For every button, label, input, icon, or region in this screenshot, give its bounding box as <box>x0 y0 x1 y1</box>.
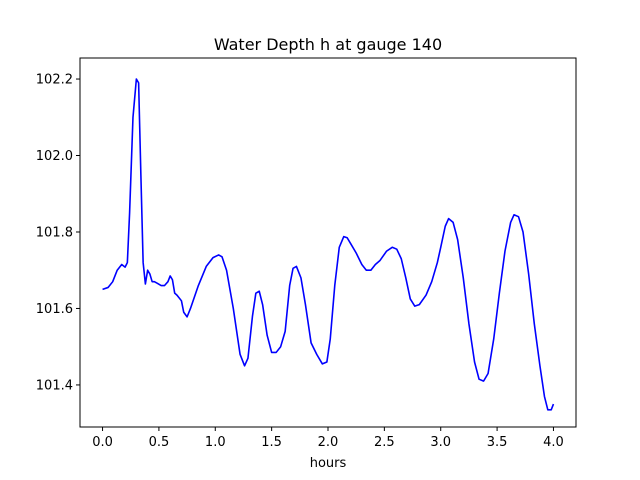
x-tick-label: 0.5 <box>149 435 170 450</box>
x-tick-label: 1.0 <box>205 435 226 450</box>
x-tick-label: 2.5 <box>374 435 395 450</box>
x-tick-label: 1.5 <box>261 435 282 450</box>
y-tick-label: 102.2 <box>36 73 73 88</box>
x-tick-label: 2.0 <box>318 435 339 450</box>
x-axis-label: hours <box>310 456 347 471</box>
chart-title: Water Depth h at gauge 140 <box>214 35 442 54</box>
y-tick-label: 101.8 <box>36 225 73 240</box>
y-tick-label: 101.4 <box>36 378 73 393</box>
y-axis: 101.4 101.6 101.8 102.0 102.2 <box>36 73 80 393</box>
series-line-0 <box>102 78 555 411</box>
x-tick-label: 0.0 <box>92 435 113 450</box>
y-tick-label: 101.6 <box>36 302 73 317</box>
y-tick-label: 102.0 <box>36 149 73 164</box>
x-tick-label: 3.0 <box>430 435 451 450</box>
x-tick-label: 4.0 <box>543 435 564 450</box>
plot-area <box>102 78 555 411</box>
x-axis: 0.0 0.5 1.0 1.5 2.0 2.5 3.0 3.5 4.0 <box>92 427 564 450</box>
x-tick-label: 3.5 <box>487 435 508 450</box>
